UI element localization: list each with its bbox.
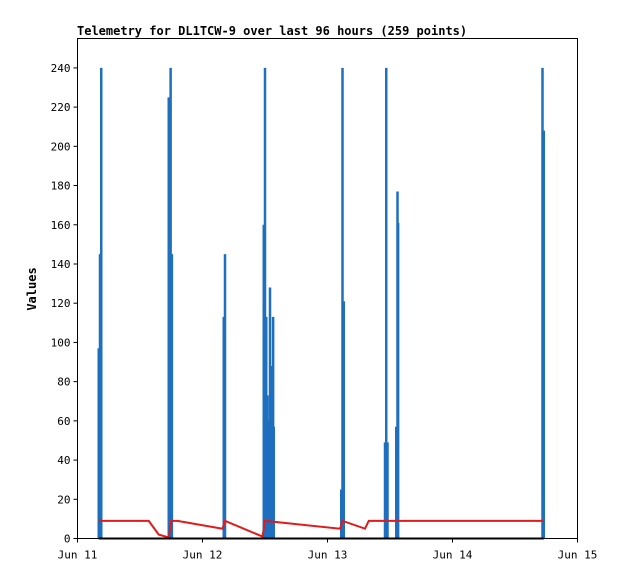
x-tick-label-2: Jun 13 [308, 549, 348, 562]
y-tick-label-11: 220 [51, 101, 71, 114]
x-tick-label-0: Jun 11 [58, 549, 98, 562]
series-line-1 [98, 519, 544, 539]
y-tick-label-2: 40 [57, 454, 70, 467]
y-tick-label-8: 160 [51, 219, 71, 232]
y-tick-label-0: 0 [64, 533, 71, 546]
y-tick-label-7: 140 [51, 258, 71, 271]
y-axis: 0 20 40 60 80 100 120 140 160 180 200 220 240 [51, 62, 78, 546]
chart-title: Telemetry for DL1TCW-9 over last 96 hour… [77, 24, 467, 38]
y-tick-label-10: 200 [51, 140, 71, 153]
y-tick-label-6: 120 [51, 297, 71, 310]
y-tick-label-5: 100 [51, 336, 71, 349]
x-tick-label-4: Jun 15 [558, 549, 598, 562]
y-tick-label-1: 20 [57, 493, 70, 506]
y-tick-label-12: 240 [51, 62, 71, 75]
y-axis-label: Values [25, 267, 39, 310]
y-tick-label-3: 60 [57, 415, 70, 428]
y-tick-label-4: 80 [57, 376, 70, 389]
x-tick-label-1: Jun 12 [183, 549, 223, 562]
y-tick-label-9: 180 [51, 180, 71, 193]
x-axis: Jun 11 Jun 12 Jun 13 Jun 14 Jun 15 [58, 538, 598, 562]
x-tick-label-3: Jun 14 [433, 549, 473, 562]
